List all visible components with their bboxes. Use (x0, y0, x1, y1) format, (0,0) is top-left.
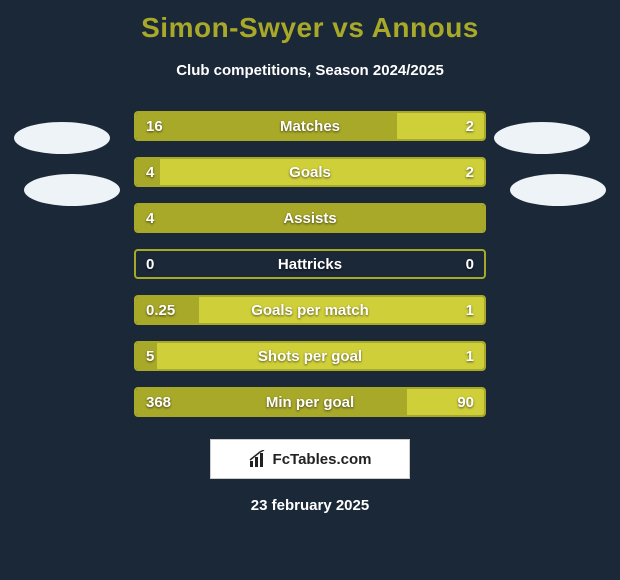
bar-right (157, 343, 484, 369)
comparison-chart: 162Matches 42Goals 4Assists 00Hattricks 0.25… (0, 111, 620, 417)
footer-date: 23 february 2025 (0, 497, 620, 514)
stat-row: 4Assists (134, 203, 486, 233)
bar-track (134, 295, 486, 325)
page-title: Simon-Swyer vs Annous (0, 0, 620, 44)
bar-track (134, 203, 486, 233)
bar-left (136, 113, 397, 139)
bar-left (136, 297, 199, 323)
bar-track (134, 341, 486, 371)
bar-left (136, 159, 160, 185)
bar-left (136, 205, 484, 231)
stat-row: 0.251Goals per match (134, 295, 486, 325)
stat-row: 00Hattricks (134, 249, 486, 279)
logo-text: FcTables.com (273, 451, 372, 468)
bar-left (136, 343, 157, 369)
stat-row: 42Goals (134, 157, 486, 187)
stat-row: 36890Min per goal (134, 387, 486, 417)
bar-track (134, 249, 486, 279)
bar-right (407, 389, 484, 415)
bar-track (134, 157, 486, 187)
stat-row: 51Shots per goal (134, 341, 486, 371)
page-subtitle: Club competitions, Season 2024/2025 (0, 62, 620, 79)
chart-bars-icon (249, 450, 267, 468)
fctables-logo: FcTables.com (210, 439, 410, 479)
stat-row: 162Matches (134, 111, 486, 141)
bar-right (160, 159, 484, 185)
bar-right (199, 297, 484, 323)
bar-right (397, 113, 484, 139)
bar-gap (136, 251, 484, 277)
bar-left (136, 389, 407, 415)
bar-track (134, 111, 486, 141)
bar-track (134, 387, 486, 417)
